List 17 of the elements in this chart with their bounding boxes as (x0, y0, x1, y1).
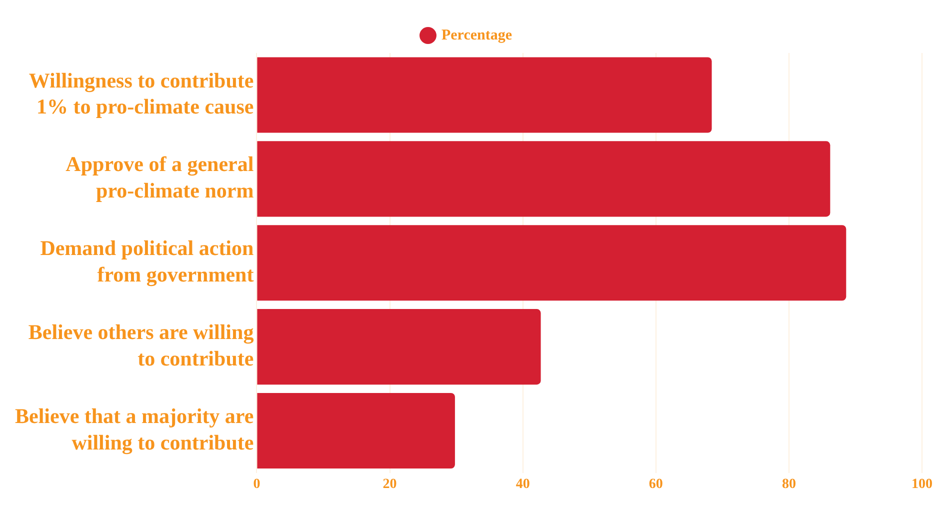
x-tick-label: 0 (253, 476, 260, 492)
bar (257, 225, 846, 301)
y-tick-label: Believe others are willing to contribute (28, 320, 254, 370)
x-tick-label: 100 (912, 476, 932, 492)
y-tick-label: Believe that a majority are willing to contribute (15, 404, 254, 454)
x-tick-label: 60 (648, 476, 663, 492)
y-tick-label: Demand political action from government (40, 236, 254, 286)
bar (257, 309, 541, 385)
bar (257, 393, 455, 469)
x-tick-label: 80 (782, 476, 796, 492)
y-tick-label: Willingness to contribute 1% to pro-climate cause (28, 68, 254, 119)
bar (257, 141, 830, 217)
x-tick-label: 40 (516, 476, 530, 492)
bar (257, 57, 712, 133)
y-tick-label: Approve of a general pro-climate norm (66, 152, 254, 202)
x-tick-label: 20 (382, 476, 397, 492)
legend-label: Percentage (441, 27, 512, 44)
